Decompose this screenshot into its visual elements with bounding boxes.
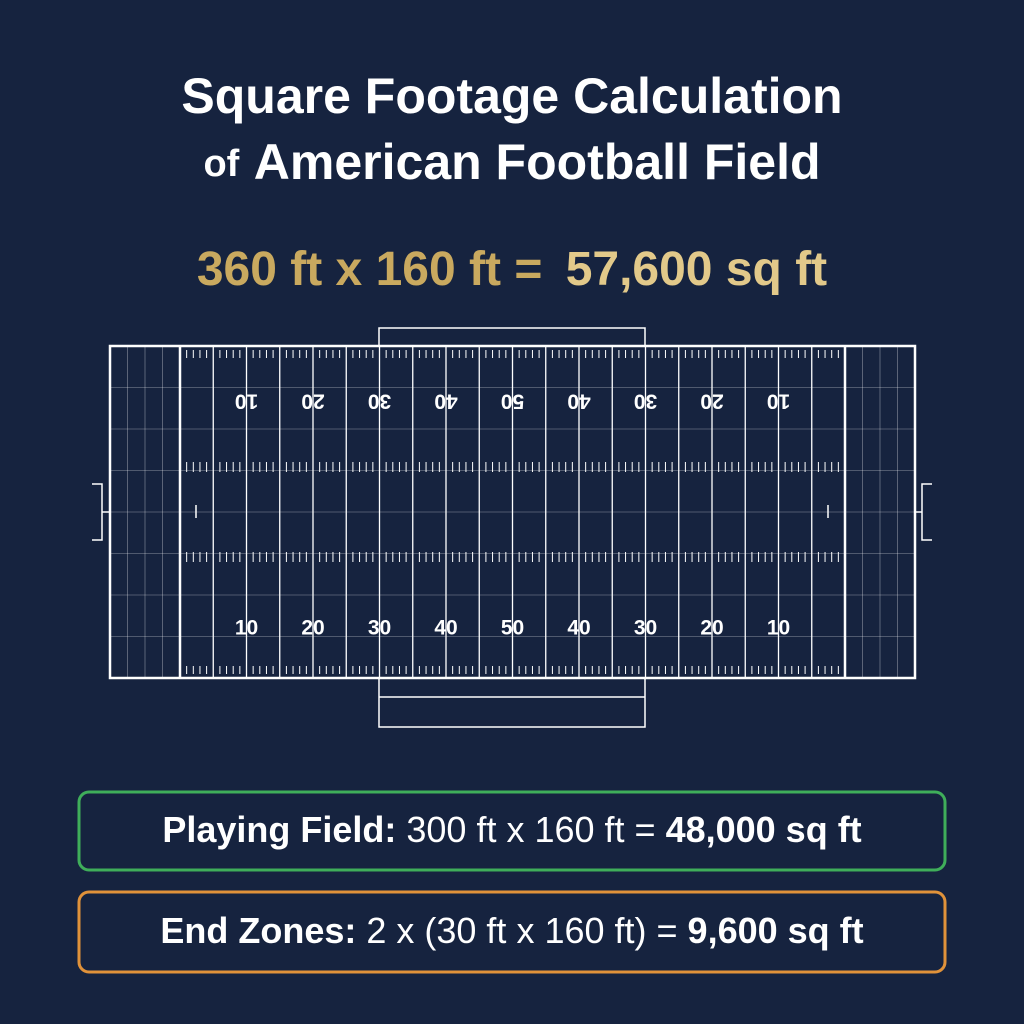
yard-number-inverted: 50 bbox=[501, 389, 524, 412]
playing-field-box bbox=[77, 790, 947, 872]
yard-number-inverted: 40 bbox=[434, 389, 457, 412]
playing-field-text: Playing Field: 300 ft x 160 ft = 48,000 … bbox=[162, 809, 861, 850]
goal-post-right bbox=[915, 483, 932, 541]
yard-number: 30 bbox=[634, 617, 657, 640]
goal-post-left bbox=[92, 483, 110, 541]
title-prefix: of bbox=[203, 143, 239, 185]
yard-number: 40 bbox=[434, 617, 457, 640]
yard-number: 50 bbox=[501, 617, 524, 640]
box-result: 9,600 sq ft bbox=[688, 910, 864, 951]
yard-number-inverted: 20 bbox=[700, 389, 723, 412]
title-line-1: Square Footage Calculation bbox=[181, 68, 842, 124]
box-result: 48,000 sq ft bbox=[666, 809, 862, 850]
formula: 360 ft x 160 ft = 57,600 sq ft bbox=[197, 243, 827, 296]
title-line-2: of American Football Field bbox=[203, 134, 820, 190]
yard-number: 10 bbox=[767, 617, 790, 640]
yard-number: 20 bbox=[700, 617, 723, 640]
yard-number-inverted: 10 bbox=[235, 389, 258, 412]
yard-number: 10 bbox=[235, 617, 258, 640]
formula-left: 360 ft x 160 ft = bbox=[197, 243, 543, 296]
football-field: 10 20 30 40 50 40 30 20 10 10 20 30 40 50 40 30 20 10 bbox=[92, 327, 932, 728]
box-label: Playing Field: bbox=[162, 809, 396, 850]
yard-number: 20 bbox=[301, 617, 324, 640]
end-zones-text: End Zones: 2 x (30 ft x 160 ft) = 9,600 … bbox=[160, 910, 863, 951]
yard-number-inverted: 10 bbox=[767, 389, 790, 412]
yard-number: 40 bbox=[567, 617, 590, 640]
title-main: American Football Field bbox=[254, 134, 821, 190]
formula-result: 57,600 sq ft bbox=[566, 243, 827, 296]
yard-number: 30 bbox=[368, 617, 391, 640]
box-expression: 300 ft x 160 ft = bbox=[406, 809, 655, 850]
yard-number-inverted: 20 bbox=[301, 389, 324, 412]
box-label: End Zones: bbox=[160, 910, 356, 951]
yard-number-inverted: 30 bbox=[368, 389, 391, 412]
yard-number-inverted: 40 bbox=[567, 389, 590, 412]
end-zones-box bbox=[77, 890, 947, 974]
box-expression: 2 x (30 ft x 160 ft) = bbox=[366, 910, 677, 951]
yard-number-inverted: 30 bbox=[634, 389, 657, 412]
